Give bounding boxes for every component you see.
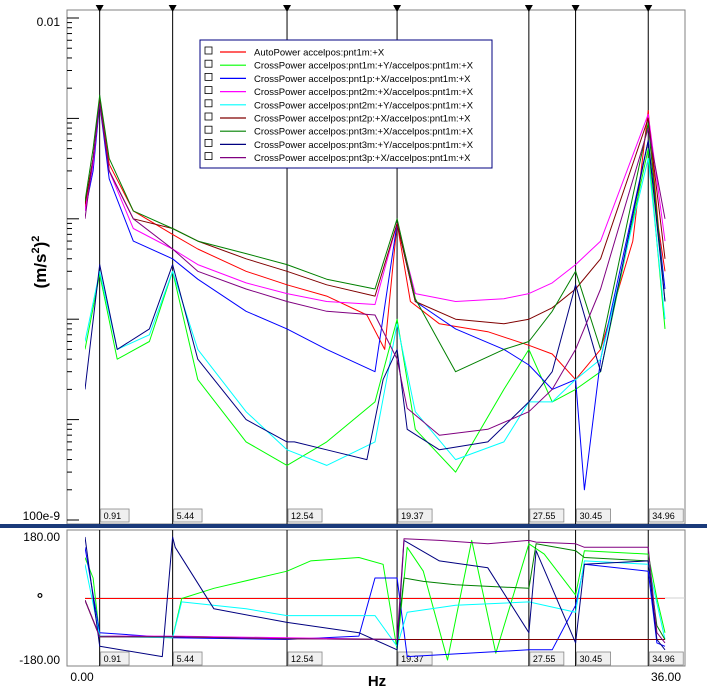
legend-entry: AutoPower accelpos:pnt1m:+X [254,48,385,59]
cursor-label-box [100,651,130,666]
cursor-label: 27.55 [533,511,556,521]
cursor-marker[interactable] [168,5,177,12]
cursor-label: 12.54 [291,654,314,664]
cursor-label: 5.44 [177,511,195,521]
legend-checkbox[interactable] [204,138,213,147]
cursor-label: 0.91 [104,511,122,521]
cursor-label: 30.45 [580,511,603,521]
magnitude-y-tick-top: 0.01 [37,15,61,29]
legend-checkbox[interactable] [204,125,213,134]
panel-divider[interactable] [0,524,707,528]
cursor-label: 19.37 [401,654,424,664]
cursor-label-box [287,508,323,523]
legend-checkbox[interactable] [204,59,213,68]
cursor-label-box [576,508,611,523]
cursor-label-box [173,651,203,666]
legend-checkbox[interactable] [204,99,213,108]
cursor-label: 5.44 [177,654,195,664]
legend-checkbox[interactable] [204,112,213,121]
cursor-label: 34.96 [652,654,675,664]
magnitude-series [85,94,666,491]
cursor-label: 0.91 [104,654,122,664]
legend: AutoPower accelpos:pnt1m:+X CrossPower ac… [199,39,493,169]
legend-entry: CrossPower accelpos:pnt3m:+X/accelpos:pn… [254,127,474,138]
cursor-label-box [529,508,565,523]
cursor-label: 12.54 [291,511,314,521]
phase-series [85,536,666,661]
magnitude-series-line-8 [85,140,666,461]
magnitude-series-line-2 [85,148,666,473]
cursor-label-box [529,651,565,666]
cursor-marker[interactable] [283,5,292,12]
cursor-label-box [648,508,684,523]
legend-checkbox[interactable] [204,73,213,81]
legend-entry: CrossPower accelpos:pnt1p:+X/accelpos:pn… [254,74,471,85]
x-tick-right: 36.00 [651,670,681,684]
magnitude-y-ticks [67,17,79,521]
magnitude-series-line-9 [85,103,666,436]
legend-entry: CrossPower accelpos:pnt1m:+Y/accelpos:pn… [254,61,474,72]
legend-items: AutoPower accelpos:pnt1m:+X CrossPower ac… [204,46,474,164]
cursor-label-box [287,651,323,666]
magnitude-y-axis-title: (m/s2)2 [30,236,50,289]
legend-box [199,39,493,169]
phase-y-axis-title: ° [37,591,43,608]
legend-entry: CrossPower accelpos:pnt3p:+X/accelpos:pn… [254,153,471,164]
cursor-marker[interactable] [524,5,533,12]
magnitude-y-tick-bottom: 100e-9 [23,509,61,523]
cursor-label: 34.96 [652,511,675,521]
cursor-marker[interactable] [393,5,402,12]
legend-entry: CrossPower accelpos:pnt2m:+X/accelpos:pn… [254,87,474,98]
magnitude-series-line-3 [85,103,666,491]
legend-entry: CrossPower accelpos:pnt3m:+Y/accelpos:pn… [254,140,474,151]
legend-checkbox[interactable] [204,46,213,55]
magnitude-series-line-4 [85,100,666,305]
phase-series-line-9 [85,538,666,644]
legend-checkbox[interactable] [204,152,213,161]
magnitude-series-line-7 [85,94,666,373]
legend-checkbox[interactable] [204,86,213,94]
cursor-marker[interactable] [644,5,653,12]
phase-y-tick-bottom: -180.00 [19,653,60,667]
cursor-label-box [576,651,611,666]
legend-entry: CrossPower accelpos:pnt2m:+Y/accelpos:pn… [254,100,474,111]
magnitude-series-line-5 [85,157,666,466]
cursor-label: 19.37 [401,511,424,521]
cursor-label-box [648,651,684,666]
phase-panel: 180.00 -180.00 ° 0.91 5.44 12.54 19.37 27.55… [19,529,686,690]
phase-series-line-3 [85,547,666,658]
cursor-label-box [173,508,203,523]
cursor-marker[interactable] [571,5,580,12]
cursor-label: 30.45 [580,654,603,664]
cursor-label-box [397,508,433,523]
cursor-label-box [100,508,130,523]
legend-entry: CrossPower accelpos:pnt2p:+X/accelpos:pn… [254,114,471,125]
phase-y-tick-top: 180.00 [23,530,60,544]
cursor-marker[interactable] [95,5,104,12]
x-axis-title: Hz [368,673,386,690]
x-tick-left: 0.00 [70,670,94,684]
cursor-label: 27.55 [533,654,556,664]
